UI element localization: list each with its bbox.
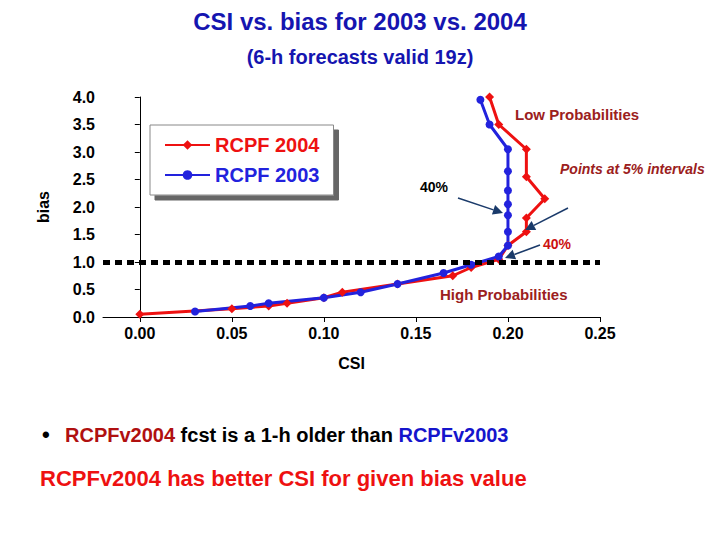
svg-text:(6-h forecasts valid 19z): (6-h forecasts valid 19z) [247, 46, 474, 68]
svg-text:4.0: 4.0 [73, 89, 95, 106]
svg-text:bias: bias [35, 191, 52, 223]
svg-text:1.0: 1.0 [73, 254, 95, 271]
svg-text:Points at 5% intervals: Points at 5% intervals [560, 161, 705, 177]
svg-text:2.5: 2.5 [73, 171, 95, 188]
svg-text:•: • [42, 422, 50, 447]
svg-text:fcst is a 1-h older than: fcst is a 1-h older than [175, 424, 398, 446]
svg-text:0.15: 0.15 [400, 325, 431, 342]
svg-text:0.25: 0.25 [584, 325, 615, 342]
svg-text:0.0: 0.0 [73, 309, 95, 326]
svg-text:High Probabilities: High Probabilities [440, 286, 568, 303]
svg-text:40%: 40% [420, 179, 449, 195]
svg-text:RCPFv2003: RCPFv2003 [398, 424, 508, 446]
svg-text:0.00: 0.00 [124, 325, 155, 342]
svg-text:RCPFv2004: RCPFv2004 [65, 424, 176, 446]
svg-text:0.10: 0.10 [308, 325, 339, 342]
svg-text:0.5: 0.5 [73, 281, 95, 298]
svg-text:RCPFv2004 has better CSI for g: RCPFv2004 has better CSI for given bias … [40, 466, 527, 491]
svg-text:CSI: CSI [338, 355, 365, 372]
svg-text:Low Probabilities: Low Probabilities [515, 106, 639, 123]
svg-text:0.20: 0.20 [492, 325, 523, 342]
svg-text:3.5: 3.5 [73, 116, 95, 133]
svg-text:40%: 40% [543, 236, 572, 252]
svg-text:3.0: 3.0 [73, 144, 95, 161]
svg-text:CSI vs. bias for 2003 vs. 2004: CSI vs. bias for 2003 vs. 2004 [193, 8, 527, 35]
svg-text:2.0: 2.0 [73, 199, 95, 216]
svg-text:1.5: 1.5 [73, 226, 95, 243]
svg-text:0.05: 0.05 [216, 325, 247, 342]
svg-text:RCPF 2003: RCPF 2003 [215, 164, 320, 186]
svg-text:RCPF 2004: RCPF 2004 [215, 134, 320, 156]
